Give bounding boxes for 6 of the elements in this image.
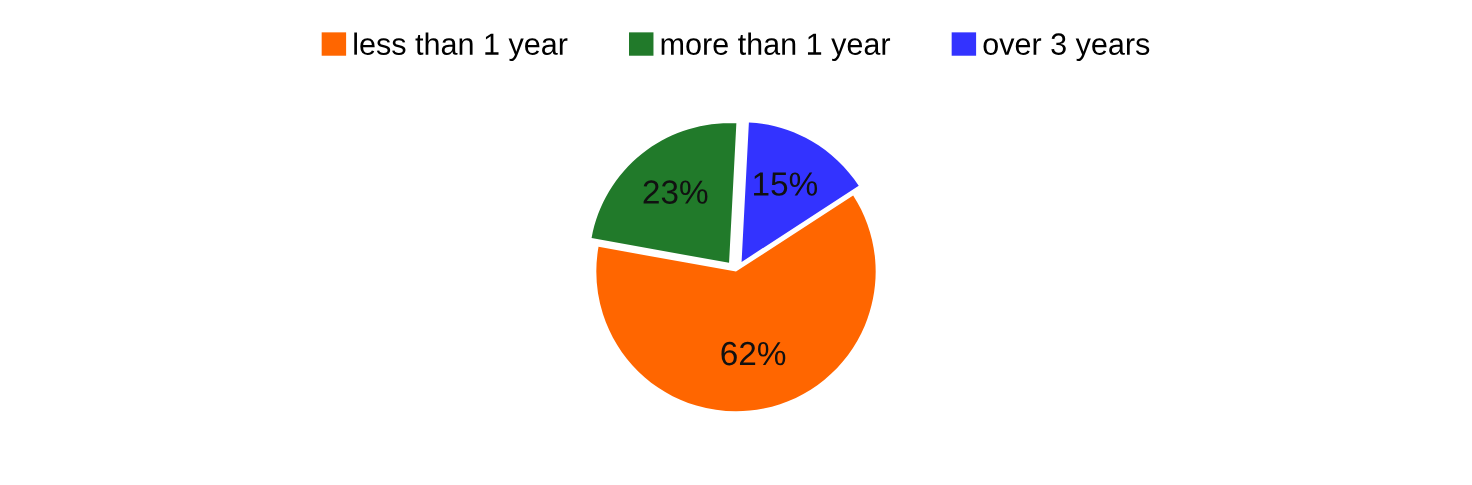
legend-label: more than 1 year bbox=[661, 32, 891, 61]
data-label: 23% bbox=[643, 180, 708, 204]
data-label: 15% bbox=[754, 172, 818, 196]
legend-label: less than 1 year bbox=[354, 32, 568, 61]
data-label: 62% bbox=[721, 341, 786, 366]
legend-label: over 3 years bbox=[983, 33, 1150, 61]
